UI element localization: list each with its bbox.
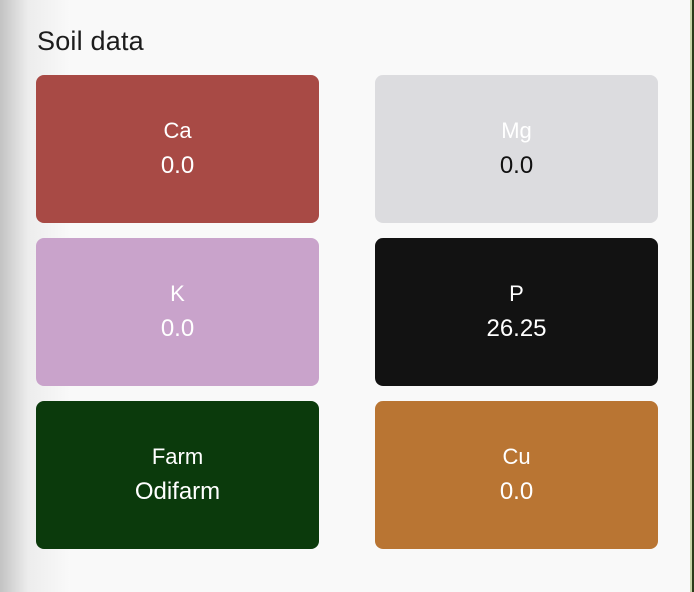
card-value: 0.0 — [160, 315, 195, 342]
card-label: Mg — [501, 118, 532, 143]
card-label: K — [170, 281, 185, 306]
soil-card-mg[interactable]: Mg 0.0 — [375, 75, 658, 223]
section-title: Soil data — [37, 26, 144, 56]
soil-card-farm[interactable]: Farm Odifarm — [36, 401, 319, 549]
card-value: 0.0 — [499, 152, 534, 179]
card-label: Cu — [502, 444, 531, 469]
soil-card-k[interactable]: K 0.0 — [36, 238, 319, 386]
soil-card-p[interactable]: P 26.25 — [375, 238, 658, 386]
card-value: Odifarm — [134, 478, 221, 505]
card-label: Ca — [163, 118, 192, 143]
card-label: Farm — [151, 444, 204, 469]
card-value: 0.0 — [499, 478, 534, 505]
card-label: P — [509, 281, 524, 306]
card-value: 0.0 — [160, 152, 195, 179]
soil-card-cu[interactable]: Cu 0.0 — [375, 401, 658, 549]
soil-card-ca[interactable]: Ca 0.0 — [36, 75, 319, 223]
card-value: 26.25 — [486, 315, 547, 342]
